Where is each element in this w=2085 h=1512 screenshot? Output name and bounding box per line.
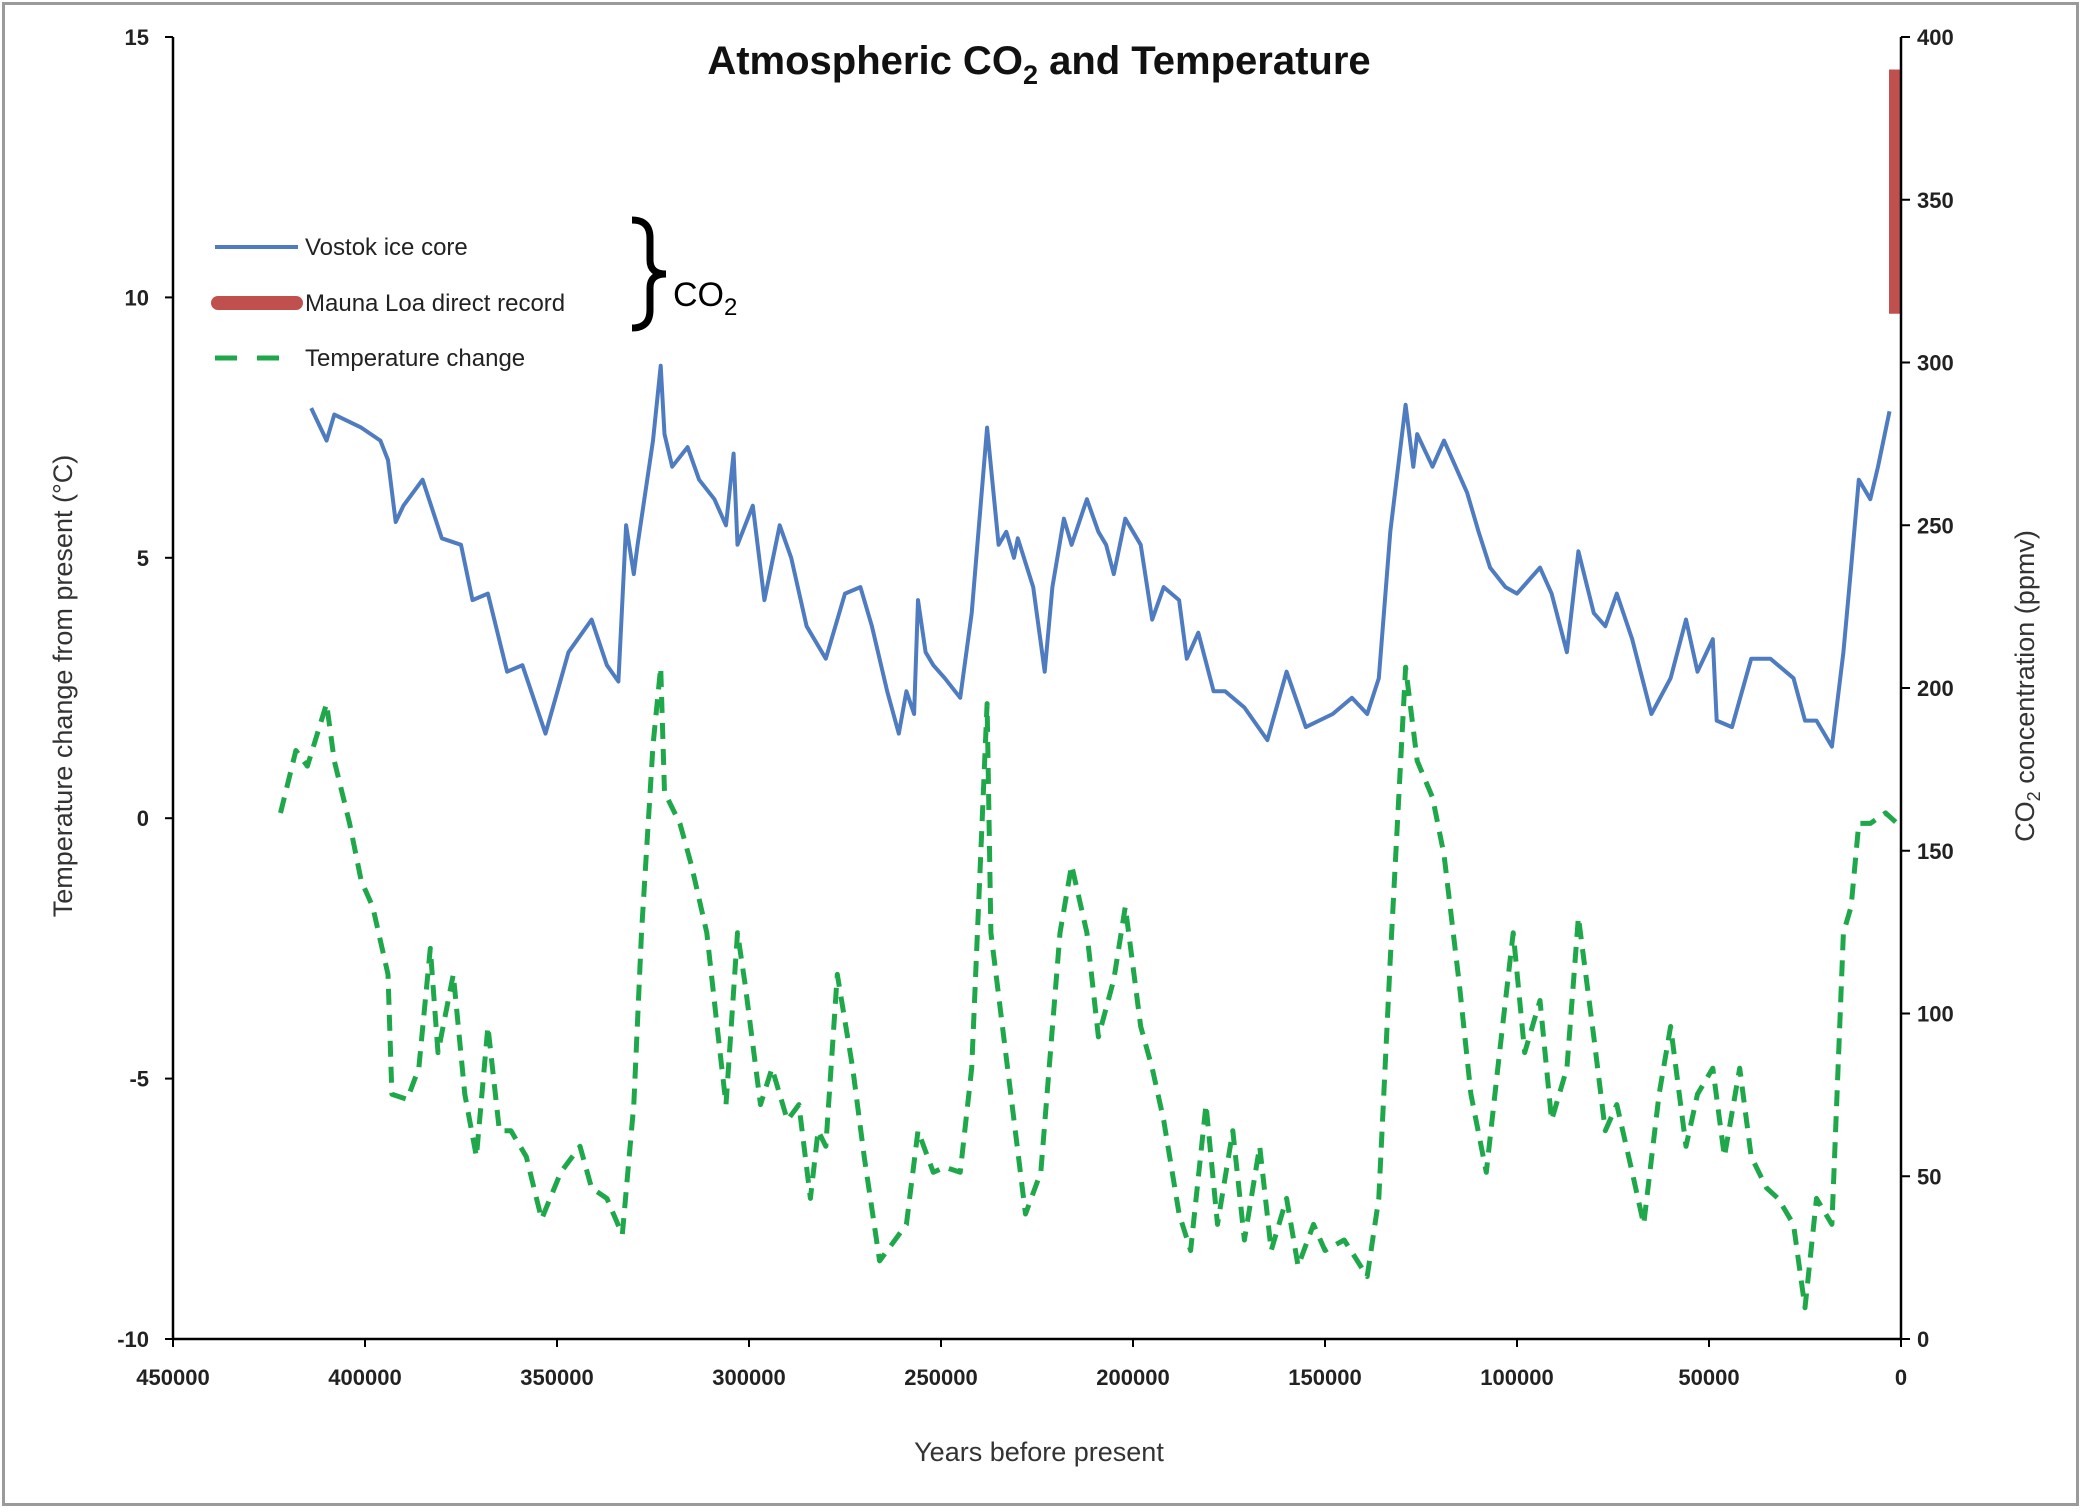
x-tick-label: 50000 [1678,1365,1739,1390]
x-tick-label: 400000 [328,1365,401,1390]
series-line-vostok-ice-core [309,363,1892,749]
left-y-tick-label: 0 [137,806,149,831]
axis-ticks: 450000 400000 350000 300000 250000 200000 1500… [117,25,1954,1390]
left-y-tick-label: 10 [125,285,149,310]
left-y-tick-label: -5 [129,1067,149,1092]
x-tick-label: 300000 [712,1365,785,1390]
legend-label-vostok: Vostok ice core [305,234,468,261]
x-tick-label: 200000 [1096,1365,1169,1390]
x-tick-label: 250000 [904,1365,977,1390]
plot-area [278,69,1901,1311]
right-y-tick-label: 400 [1917,25,1954,50]
x-tick-label: 100000 [1480,1365,1553,1390]
left-y-tick-label: -10 [117,1327,149,1352]
right-y-tick-label: 250 [1917,513,1954,538]
x-axis-label: Years before present [914,1437,1164,1467]
right-y-tick-label: 50 [1917,1164,1941,1189]
co2-brace-label: CO2 [673,276,737,321]
right-y-tick-label: 300 [1917,351,1954,376]
right-y-tick-label: 150 [1917,839,1954,864]
right-y-tick-label: 350 [1917,188,1954,213]
left-y-tick-label: 5 [137,546,149,571]
co2-brace-icon [631,216,667,332]
right-y-tick-label: 200 [1917,676,1954,701]
right-y-tick-label: 0 [1917,1327,1929,1352]
right-y-axis-label: CO2 concentration (ppmv) [2010,530,2044,842]
x-tick-label: 350000 [520,1365,593,1390]
legend-label-temperature: Temperature change [305,345,525,372]
left-y-tick-label: 15 [125,25,149,50]
right-y-tick-label: 100 [1917,1002,1954,1027]
left-y-axis-label: Temperature change from present (°C) [48,455,78,918]
chart-title: Atmospheric CO2 and Temperature [707,39,1370,90]
x-tick-label: 0 [1895,1365,1907,1390]
x-tick-label: 450000 [136,1365,209,1390]
series-line-temperature-change [278,664,1899,1311]
legend: Vostok ice core Mauna Loa direct record … [211,234,565,372]
legend-label-mauna-loa: Mauna Loa direct record [305,290,565,317]
x-tick-label: 150000 [1288,1365,1361,1390]
